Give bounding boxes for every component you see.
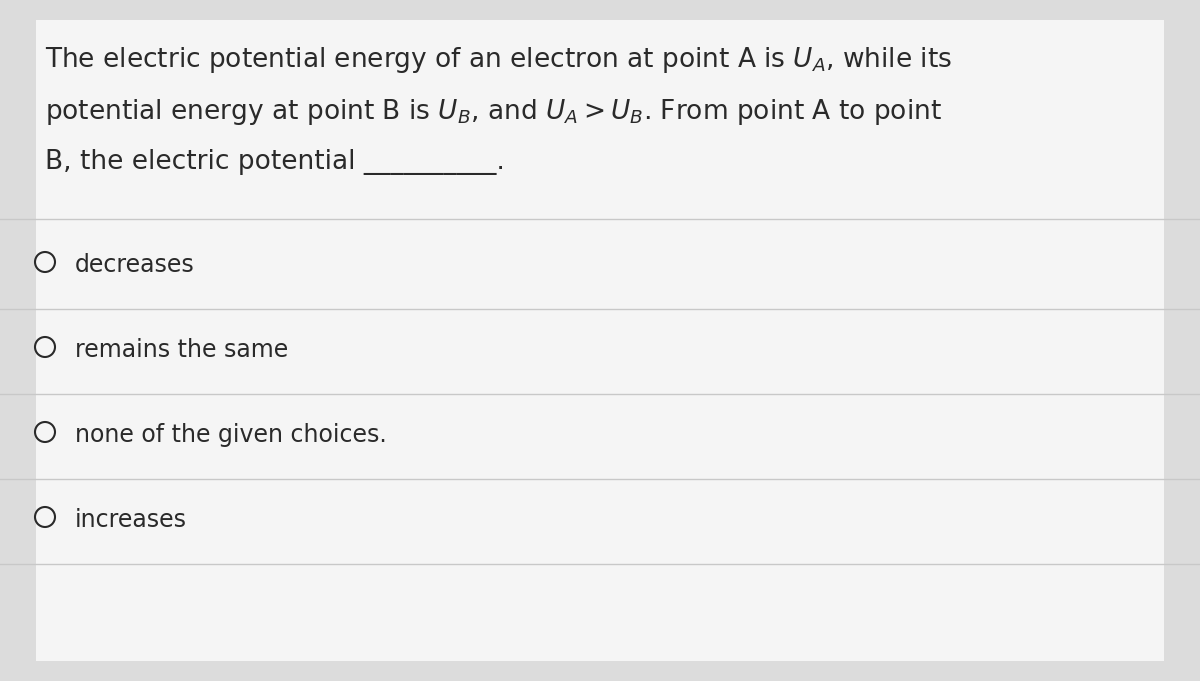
FancyBboxPatch shape: [36, 20, 1164, 661]
Text: decreases: decreases: [74, 253, 194, 276]
Text: remains the same: remains the same: [74, 338, 288, 362]
Text: potential energy at point B is $U_B$, and $U_A > U_B$. From point A to point: potential energy at point B is $U_B$, an…: [46, 97, 942, 127]
Text: The electric potential energy of an electron at point A is $U_A$, while its: The electric potential energy of an elec…: [46, 45, 952, 75]
Text: none of the given choices.: none of the given choices.: [74, 423, 386, 447]
Text: B, the electric potential __________.: B, the electric potential __________.: [46, 149, 505, 175]
Text: increases: increases: [74, 507, 187, 532]
